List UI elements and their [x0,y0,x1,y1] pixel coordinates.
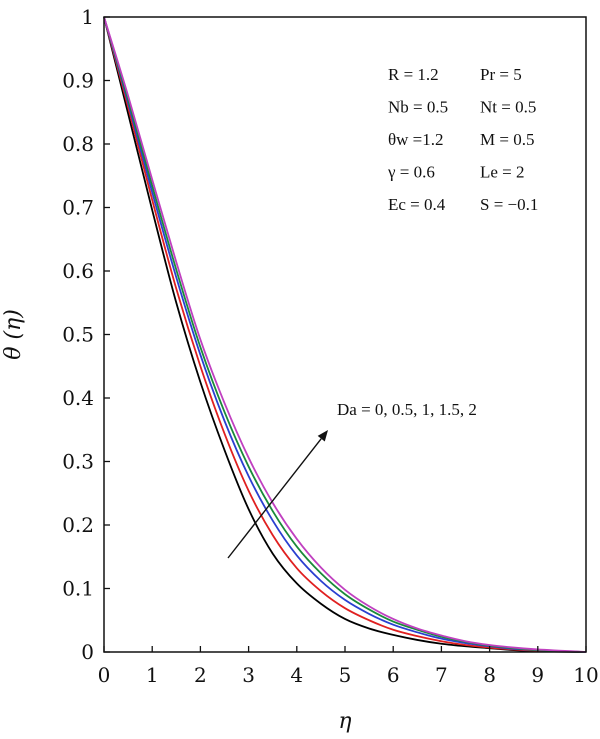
y-tick-label: 0.2 [62,513,94,537]
y-tick-label: 0.7 [62,196,94,220]
parameter-text: γ = 0.6 [387,163,435,182]
y-tick-label: 0.4 [62,386,94,410]
parameter-text: Pr = 5 [480,65,522,84]
x-tick-label: 9 [531,663,544,687]
parameter-text: M = 0.5 [480,130,534,149]
series-layer [103,16,587,653]
y-axis-title: θ (η) [1,309,26,360]
series-line-4 [103,16,587,653]
direction-arrow [227,438,322,559]
x-axis-title: η [338,709,351,734]
x-tick-label: 2 [194,663,207,687]
x-tick-label: 3 [242,663,255,687]
annotation-label: Da = 0, 0.5, 1, 1.5, 2 [337,400,477,419]
x-tick-label: 0 [98,663,111,687]
y-tick-label: 0.9 [62,69,94,93]
x-tick-label: 8 [483,663,496,687]
x-tick-label: 5 [339,663,352,687]
x-tick-label: 4 [290,663,303,687]
parameter-text: R = 1.2 [388,65,439,84]
y-tick-label: 0.5 [62,323,94,347]
parameters-box: R = 1.2 Pr = 5 Nb = 0.5 Nt = 0.5 θw =1.2 M = … [387,65,538,214]
parameter-text: Ec = 0.4 [388,195,446,214]
y-tick-label: 0.6 [62,259,94,283]
x-tick-label: 1 [146,663,159,687]
y-tick-label: 0.1 [62,577,94,601]
y-tick-label: 0 [81,640,94,664]
x-tick-label: 6 [387,663,400,687]
ticks-layer: 0 1 2 3 4 5 6 7 8 9 10 0 0.1 0.2 0.3 0.4 0.5 0.6 0.7 0.8 0.9… [62,5,599,687]
x-tick-label: 10 [573,663,598,687]
y-tick-label: 0.8 [62,132,94,156]
series-line-1 [103,16,587,653]
annotation: Da = 0, 0.5, 1, 1.5, 2 [227,400,477,559]
parameter-text: θw =1.2 [388,130,444,149]
parameter-text: S = −0.1 [480,195,538,214]
y-tick-label: 0.3 [62,450,94,474]
parameter-text: Nt = 0.5 [480,98,536,117]
arrow-head-icon [317,430,328,442]
y-tick-label: 1 [81,5,94,29]
x-tick-label: 7 [435,663,448,687]
parameter-text: Le = 2 [480,163,525,182]
parameter-text: Nb = 0.5 [388,98,448,117]
